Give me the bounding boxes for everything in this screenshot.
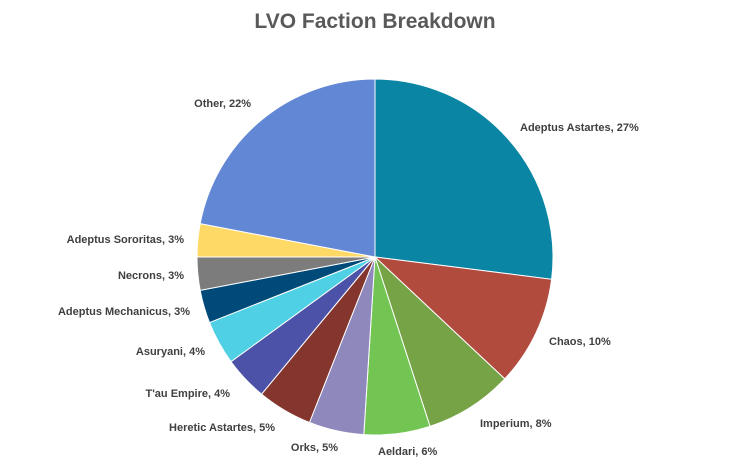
slice-label-orks: Orks, 5% [291,442,338,454]
pie-slice-imperium [374,256,506,427]
pie-slice-chaos [373,256,553,380]
slice-label-asuryani: Asuryani, 4% [136,346,205,358]
chart-title: LVO Faction Breakdown [254,10,496,33]
pie-labels: Adeptus Astartes, 27% Chaos, 10% Imperium,… [58,98,639,458]
slice-label-necrons: Necrons, 3% [118,270,184,282]
slice-label-t-au-empire: T'au Empire, 4% [145,388,230,400]
pie-slice-other [199,78,376,258]
slice-label-heretic-astartes: Heretic Astartes, 5% [169,422,275,434]
slice-label-adeptus-sororitas: Adeptus Sororitas, 3% [67,234,185,246]
pie-slice-adeptus-astartes [374,78,554,280]
slice-label-adeptus-astartes: Adeptus Astartes, 27% [520,122,639,134]
slice-label-imperium: Imperium, 8% [480,418,552,430]
slice-label-other: Other, 22% [194,98,251,110]
slice-label-adeptus-mechanicus: Adeptus Mechanicus, 3% [58,306,190,318]
slice-label-chaos: Chaos, 10% [549,336,611,348]
slice-label-aeldari: Aeldari, 6% [378,446,438,458]
pie-slices [196,78,554,436]
